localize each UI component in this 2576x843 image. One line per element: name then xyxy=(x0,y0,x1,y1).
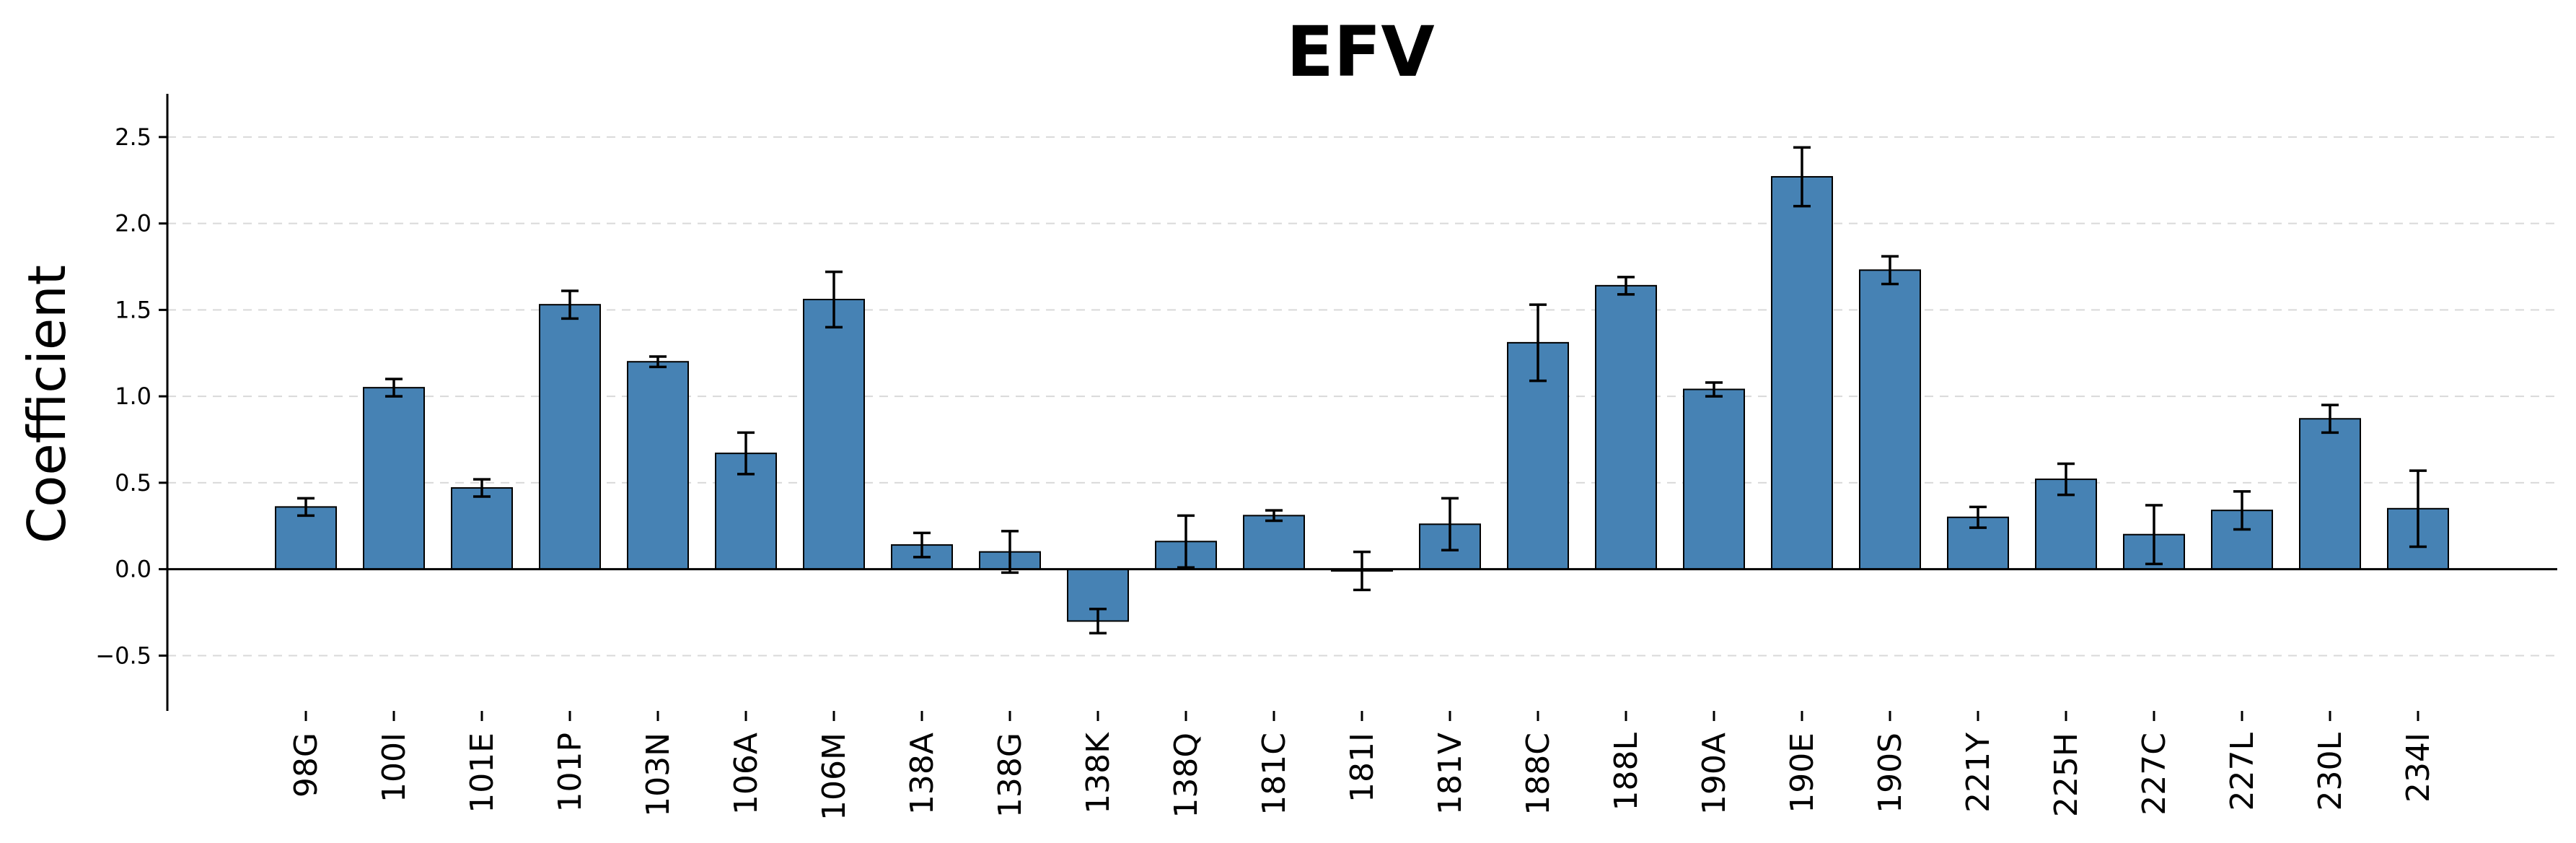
x-tick-label: 190A xyxy=(1696,733,1733,815)
x-tick-label: 181V xyxy=(1432,733,1469,815)
bar-190s xyxy=(1859,269,1921,570)
x-tick-label: 138G xyxy=(992,733,1029,818)
x-tick-label: 227L xyxy=(2224,733,2261,811)
error-bars xyxy=(297,146,2427,634)
bar-101e xyxy=(451,487,513,570)
bar-181c xyxy=(1243,515,1305,570)
x-tick-label: 190E xyxy=(1784,733,1821,813)
x-tick-label: 227C xyxy=(2136,733,2173,816)
x-tick-label: 188L xyxy=(1608,733,1645,811)
bar-188l xyxy=(1595,284,1657,570)
y-tick-label: 2.0 xyxy=(115,210,151,237)
x-tick-label: 138K xyxy=(1080,732,1117,814)
x-tick-label: 225H xyxy=(2048,733,2085,817)
x-tick-label: 103N xyxy=(640,733,677,817)
x-tick-label: 188C xyxy=(1520,733,1557,816)
x-tick-label: 106M xyxy=(816,733,853,821)
bar-190a xyxy=(1683,388,1745,570)
x-tick-label: 221Y xyxy=(1960,733,1997,813)
x-tick-label: 230L xyxy=(2312,733,2349,811)
bar-230l xyxy=(2299,418,2361,570)
x-tick-label: 138Q xyxy=(1168,733,1205,818)
x-tick-label: 101P xyxy=(552,733,589,813)
y-tick-label: 1.5 xyxy=(115,296,151,323)
x-tick-label: 100I xyxy=(376,733,413,803)
y-tick-label: 0.5 xyxy=(115,469,151,497)
bar-101p xyxy=(539,304,601,570)
y-tick-label: 2.5 xyxy=(115,123,151,151)
x-tick-label: 101E xyxy=(464,733,501,813)
bar-100i xyxy=(363,387,425,570)
y-ticks: −0.5 0.0 0.5 1.0 1.5 2.0 2.5 xyxy=(95,123,167,669)
x-tick-label: 106A xyxy=(728,733,765,815)
axes xyxy=(166,94,2557,711)
bar-98g xyxy=(275,506,337,570)
x-tick-label: 138A xyxy=(904,733,941,815)
x-tick-label: 98G xyxy=(288,733,325,798)
x-ticks: 98G 100I 101E 101P 103N 106A 106M 138A 138G 138K 1… xyxy=(288,711,2437,821)
y-tick-label: −0.5 xyxy=(95,642,151,669)
bar-190e xyxy=(1771,175,1833,570)
x-tick-label: 234I xyxy=(2400,733,2437,803)
x-tick-label: 190S xyxy=(1872,733,1909,813)
bar-103n xyxy=(627,361,689,570)
y-tick-label: 1.0 xyxy=(115,383,151,410)
y-tick-label: 0.0 xyxy=(115,556,151,583)
bar-106m xyxy=(803,299,865,570)
x-tick-label: 181I xyxy=(1344,733,1381,803)
y-axis-label: Coefficient xyxy=(17,265,77,543)
chart-title: EFV xyxy=(1286,12,1434,92)
x-tick-label: 181C xyxy=(1256,733,1293,816)
